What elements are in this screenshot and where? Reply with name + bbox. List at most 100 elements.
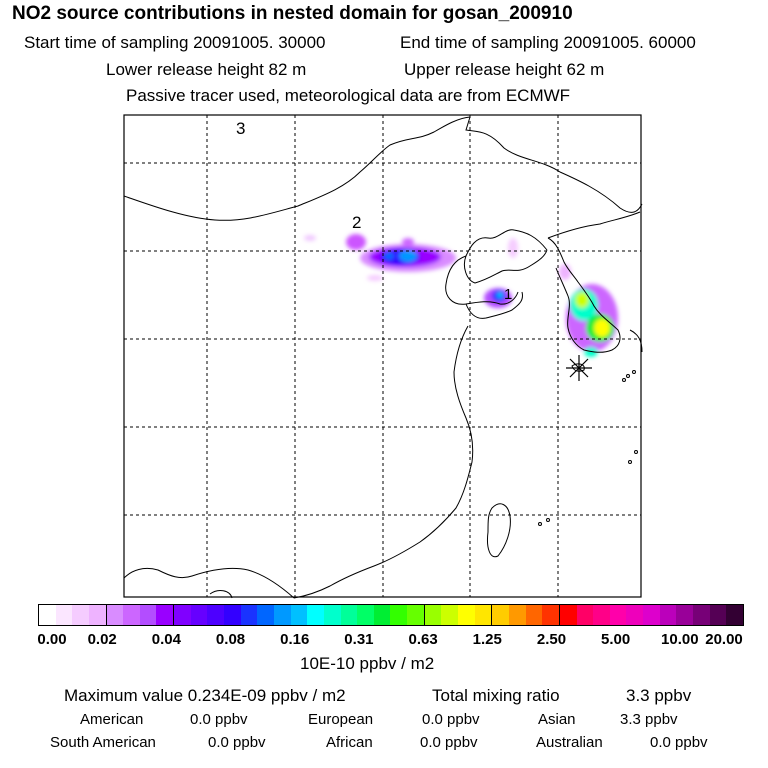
plume-bohai <box>484 238 518 308</box>
color-scale-swatch <box>307 605 324 625</box>
sampling-start-time: Start time of sampling 20091005. 30000 <box>24 33 326 52</box>
island-dot <box>538 522 542 526</box>
color-scale-swatch <box>257 605 274 625</box>
coastline-layer <box>123 116 643 599</box>
color-scale-tick-label: 0.16 <box>280 631 310 648</box>
color-scale-swatch <box>508 605 526 625</box>
color-scale-bar <box>38 604 744 626</box>
color-scale-swatch <box>207 605 225 625</box>
color-scale-swatch <box>474 605 493 625</box>
color-scale-swatch <box>726 605 743 625</box>
maximum-value: Maximum value 0.234E-09 ppbv / m2 <box>64 686 346 705</box>
color-scale-swatch <box>323 605 341 625</box>
color-scale-tick-label: 0.63 <box>408 631 438 648</box>
color-scale-tick-label: 0.04 <box>151 631 181 648</box>
color-scale-tick-label: 1.25 <box>472 631 502 648</box>
map-frame <box>123 114 642 598</box>
color-scale-tick-label: 2.50 <box>536 631 567 648</box>
receptor-marker <box>566 355 592 381</box>
color-scale-swatch <box>290 605 308 625</box>
color-scale-swatch <box>139 605 157 625</box>
region-name-south-american: South American <box>50 734 156 751</box>
island-dot <box>632 370 636 374</box>
color-scale-swatch <box>593 605 610 625</box>
color-scale-swatch <box>240 605 258 625</box>
korea-peninsula <box>547 237 621 353</box>
island-dot <box>628 460 632 464</box>
island-dot <box>626 374 630 378</box>
island-dot <box>622 378 626 382</box>
plume-north-china <box>304 234 456 281</box>
color-scale-swatch <box>424 605 442 625</box>
map-grid <box>124 115 641 597</box>
color-scale-swatch <box>55 605 73 625</box>
plume-korea <box>559 264 618 357</box>
region-value-australian: 0.0 ppbv <box>650 734 708 751</box>
color-scale-swatch <box>224 605 241 625</box>
color-scale-tick-label: 10.00 <box>661 631 699 648</box>
color-scale-swatch <box>88 605 107 625</box>
island-dot <box>634 450 638 454</box>
color-scale-tick-label: 0.02 <box>87 631 117 648</box>
source-label-1: 1 <box>504 286 512 303</box>
region-value-south-american: 0.0 ppbv <box>208 734 266 751</box>
color-scale-tick-label: 5.00 <box>601 631 631 648</box>
coast-shandong <box>465 291 523 319</box>
region-name-european: European <box>308 711 374 728</box>
color-scale-swatch <box>373 605 391 625</box>
color-scale-swatch <box>390 605 408 625</box>
coast-liaodong <box>463 229 548 284</box>
color-scale-swatch <box>156 605 175 625</box>
region-value-asian: 3.3 ppbv <box>620 711 678 728</box>
japan-kyushu <box>629 329 643 353</box>
sampling-end-time: End time of sampling 20091005. 60000 <box>400 33 696 52</box>
region-name-american: American <box>80 711 144 728</box>
color-scale-swatch <box>643 605 660 625</box>
total-mixing-ratio-label: Total mixing ratio <box>432 686 560 705</box>
border-southwest <box>123 567 295 599</box>
color-scale-swatch <box>39 605 56 625</box>
source-label-2: 2 <box>352 213 361 232</box>
color-scale-swatch <box>106 605 124 625</box>
taiwan <box>487 503 511 558</box>
region-name-african: African <box>326 734 373 751</box>
color-scale-swatch <box>626 605 644 625</box>
border-mongolia <box>123 116 471 221</box>
color-scale-swatch <box>407 605 425 625</box>
island-jeju <box>571 363 585 372</box>
color-scale-swatch <box>458 605 475 625</box>
island-dot <box>546 518 550 522</box>
region-name-australian: Australian <box>536 734 603 751</box>
color-scale-swatch <box>190 605 208 625</box>
region-name-asian: Asian <box>538 711 576 728</box>
color-scale-swatch <box>559 605 577 625</box>
color-scale-swatch <box>72 605 89 625</box>
color-scale-swatch <box>525 605 543 625</box>
color-scale-swatch <box>174 605 191 625</box>
region-value-african: 0.0 ppbv <box>420 734 478 751</box>
color-scale-tick-label: 0.08 <box>215 631 246 648</box>
tracer-note: Passive tracer used, meteorological data… <box>126 86 571 105</box>
total-mixing-ratio-value: 3.3 ppbv <box>626 686 692 705</box>
color-scale-swatch <box>659 605 677 625</box>
color-scale-swatch <box>340 605 358 625</box>
source-label-3: 3 <box>236 119 245 138</box>
region-value-american: 0.0 ppbv <box>190 711 248 728</box>
color-scale-swatch <box>123 605 140 625</box>
color-scale-swatch <box>609 605 627 625</box>
color-scale-swatch <box>676 605 693 625</box>
color-scale-swatch <box>542 605 560 625</box>
color-scale-tick-label: 20.00 <box>705 631 743 648</box>
color-scale-tick-label: 0.00 <box>37 631 67 648</box>
region-value-european: 0.0 ppbv <box>422 711 480 728</box>
color-scale-swatch <box>692 605 710 625</box>
border-northeast <box>465 116 643 213</box>
border-korea-north <box>547 211 641 239</box>
color-scale-swatch <box>273 605 291 625</box>
upper-release-height: Upper release height 62 m <box>404 60 605 79</box>
color-scale-swatch <box>357 605 374 625</box>
map-panel: 3 2 1 <box>123 114 643 599</box>
color-scale-tick-label: 0.31 <box>344 631 374 648</box>
coast-east-china <box>293 325 474 599</box>
color-scale-unit: 10E-10 ppbv / m2 <box>300 654 435 673</box>
